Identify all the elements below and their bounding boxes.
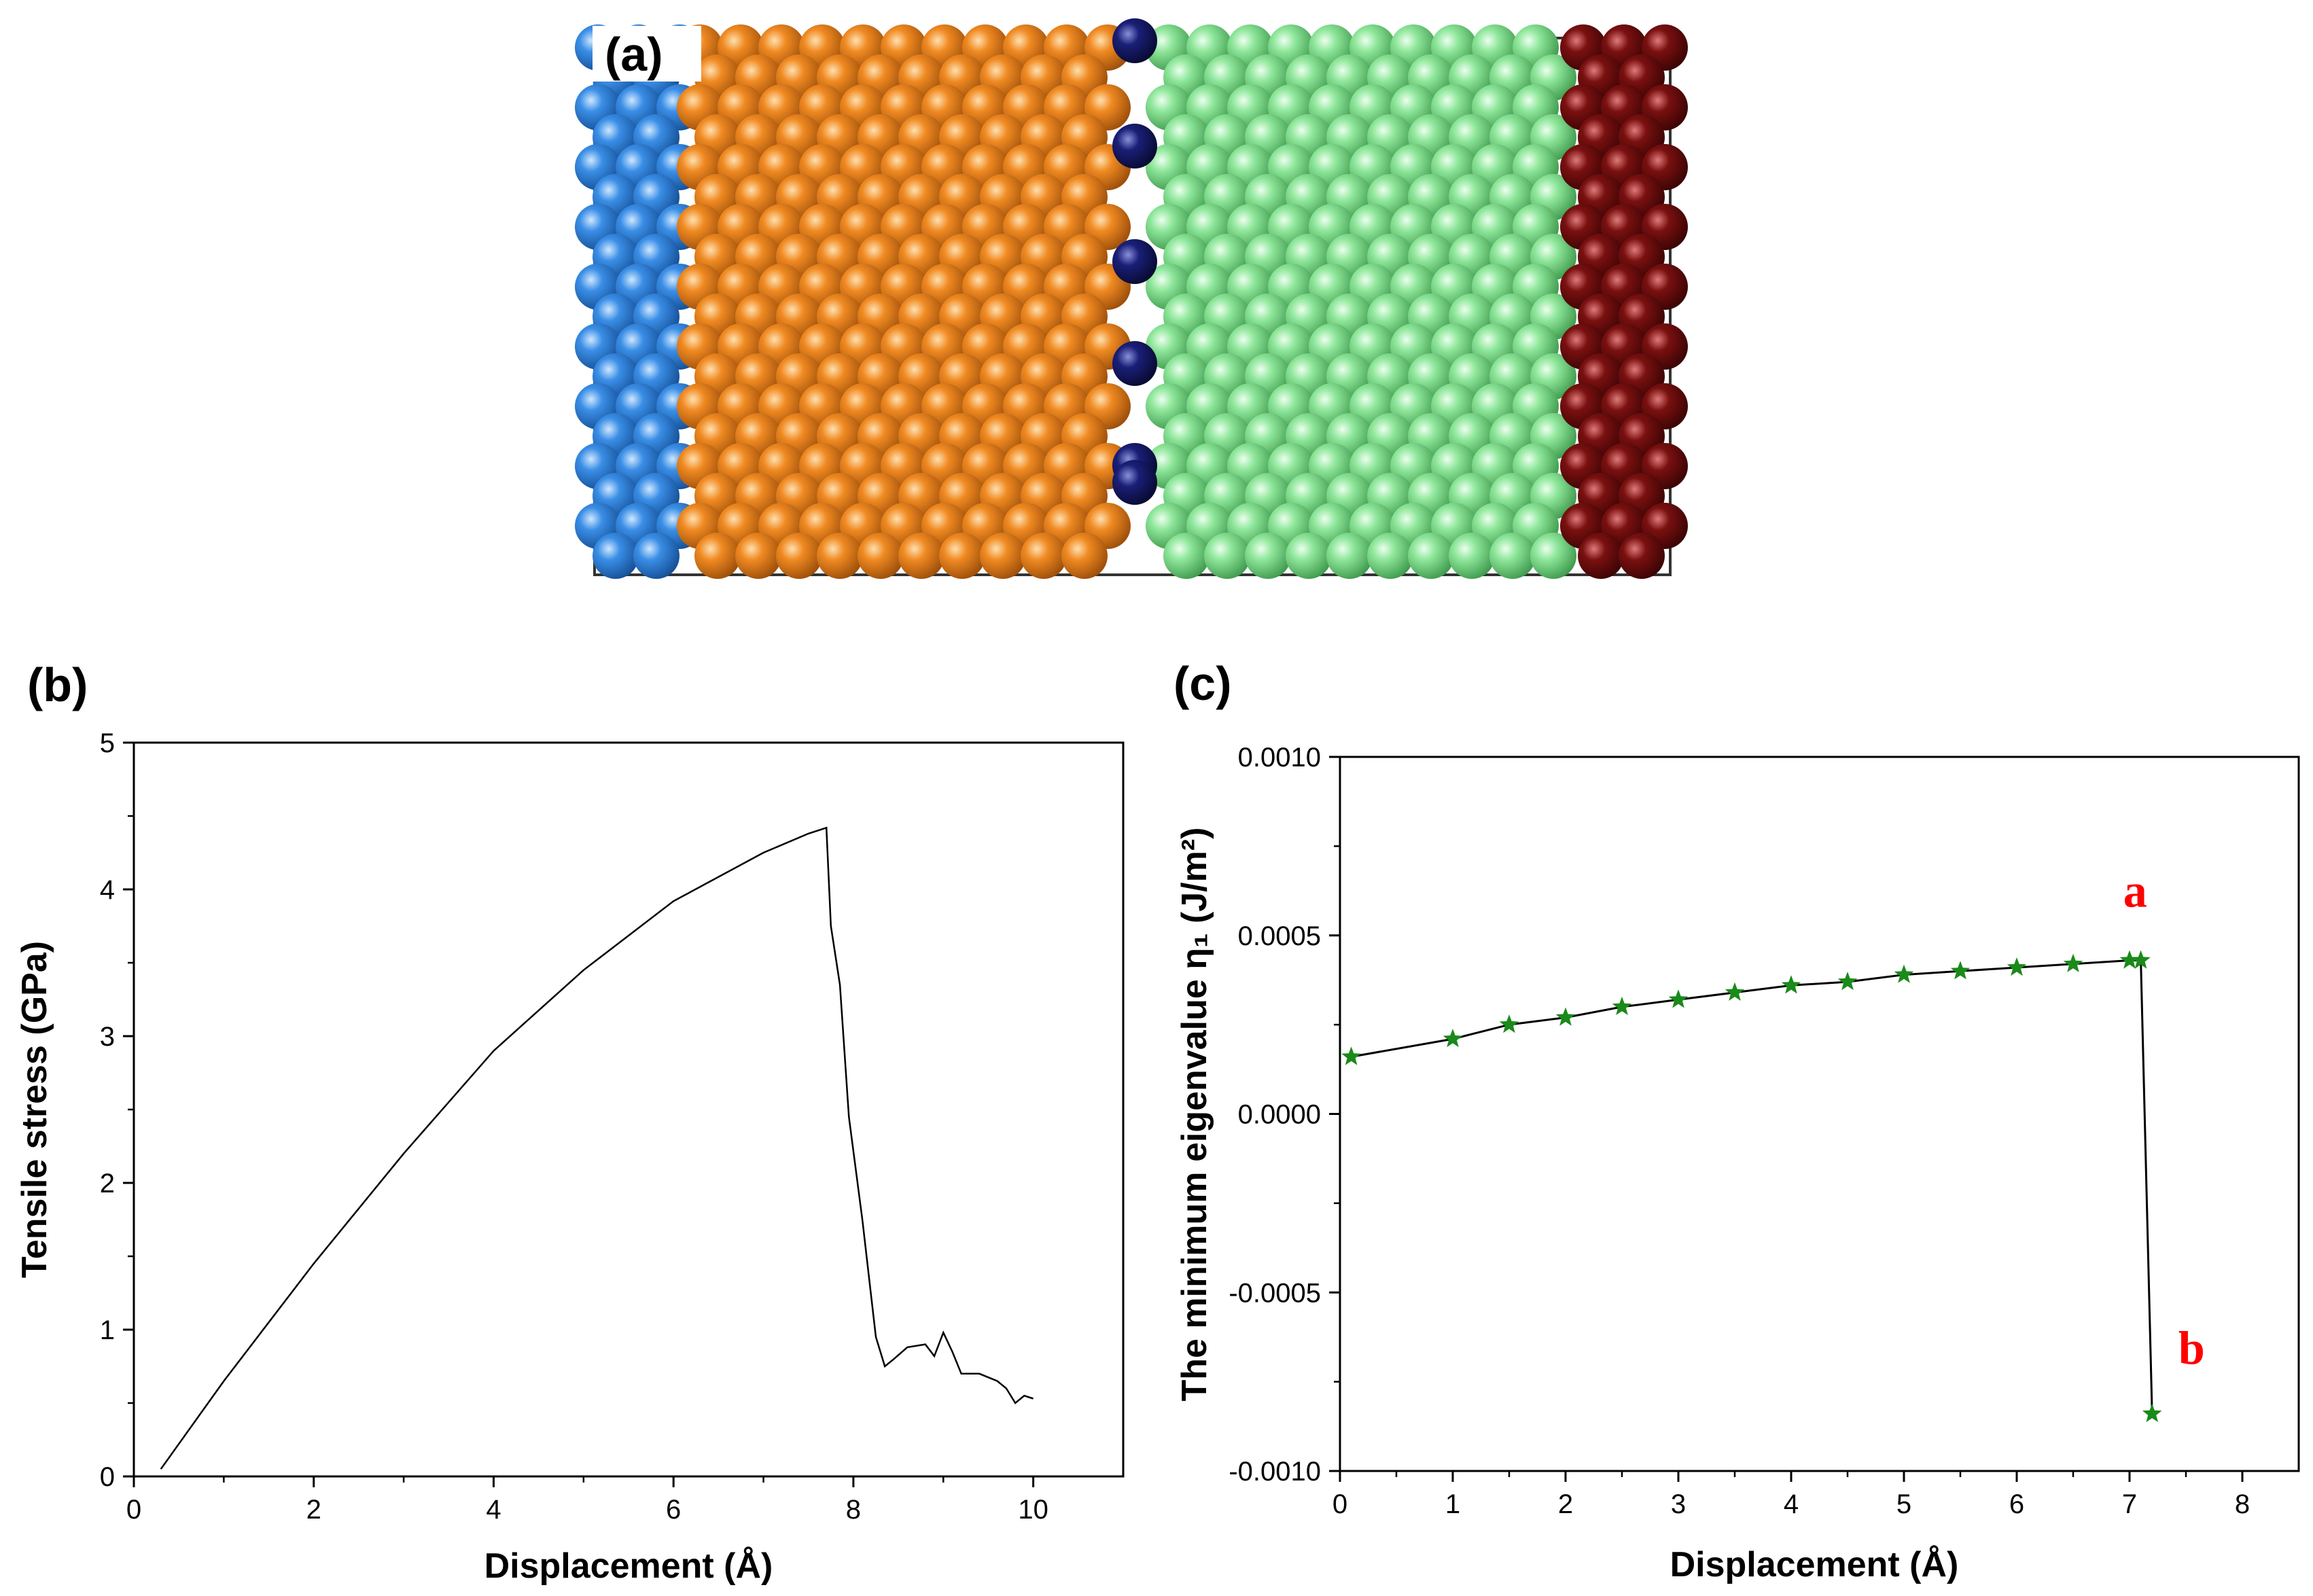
orange-atom <box>694 533 741 579</box>
chart-c-y-axis: -0.0010 -0.0005 0.0000 0.0005 0.0010 <box>1229 743 1340 1487</box>
chart-c-annotations: ab <box>2123 866 2205 1375</box>
x-tick-label: 7 <box>2122 1489 2137 1519</box>
green-atom <box>1530 533 1576 579</box>
data-point-star <box>1443 1029 1463 1048</box>
y-tick-label: 0.0010 <box>1238 743 1321 773</box>
x-tick-label: 3 <box>1671 1489 1686 1519</box>
green-atom <box>1449 533 1495 579</box>
chart-c-markers <box>1341 950 2162 1423</box>
chart-c-x-axis-title: Displacement (Å) <box>1670 1545 1959 1584</box>
x-tick-label: 0 <box>1332 1489 1347 1519</box>
blue-atom <box>633 533 679 579</box>
orange-atom <box>858 533 904 579</box>
chart-b-y-axis-title: Tensile stress (GPa) <box>15 941 54 1278</box>
chart-b-x-axis-title: Displacement (Å) <box>484 1546 773 1586</box>
data-point-star <box>2131 950 2151 969</box>
x-tick-label: 2 <box>1558 1489 1573 1519</box>
data-point-star <box>2007 957 2027 976</box>
green-atom <box>1489 533 1536 579</box>
blue-atom <box>593 533 639 579</box>
y-tick-label: 1 <box>100 1315 115 1345</box>
dark-blue-atom <box>1112 124 1157 169</box>
panel-a-label-bg <box>593 26 701 82</box>
data-point-star <box>2142 1403 2162 1423</box>
dark-blue-atom <box>1112 460 1157 505</box>
x-tick-label: 5 <box>1896 1489 1911 1519</box>
y-tick-label: 0.0000 <box>1238 1100 1321 1130</box>
data-point-star <box>1668 989 1689 1008</box>
x-tick-label: 4 <box>486 1495 501 1525</box>
data-point-star <box>1781 975 1801 994</box>
dark-blue-atom <box>1112 239 1157 284</box>
green-atom <box>1408 533 1454 579</box>
y-tick-label: 0 <box>100 1462 115 1492</box>
chart-c-series-line <box>1351 959 2153 1414</box>
chart-b-series-line <box>160 826 1034 1470</box>
green-atom <box>1163 533 1210 579</box>
data-point-star <box>2119 950 2140 969</box>
orange-atom <box>980 533 1026 579</box>
dark-blue-atom <box>1112 18 1157 63</box>
data-point-star <box>1341 1046 1361 1065</box>
x-tick-label: 1 <box>1445 1489 1460 1519</box>
panel-a: (a) <box>575 18 1688 579</box>
x-tick-label: 8 <box>846 1495 861 1525</box>
y-tick-label: 5 <box>100 728 115 758</box>
annotation-b: b <box>2178 1322 2205 1375</box>
green-atom <box>1326 533 1373 579</box>
panel-c-label: (c) <box>1173 657 1232 710</box>
panel-c: (c) 0 1 2 3 4 5 6 7 8 -0.0010 -0.0005 0.0000 0.0005… <box>1173 657 2300 1584</box>
chart-b-y-axis: 0 1 2 3 4 5 <box>100 728 134 1492</box>
panel-a-label: (a) <box>605 28 663 81</box>
panel-b: (b) 0 2 4 6 8 10 0 1 2 3 4 5 Displacement (Å) Tens… <box>15 658 1125 1586</box>
y-tick-label: -0.0010 <box>1229 1457 1321 1487</box>
data-point-star <box>1950 961 1971 980</box>
dark-red-atom <box>1578 533 1624 579</box>
chart-c-y-axis-title: The minimum eigenvalue η₁ (J/m²) <box>1175 828 1214 1402</box>
x-tick-label: 10 <box>1018 1495 1048 1525</box>
y-tick-label: 3 <box>100 1022 115 1052</box>
green-atom <box>1367 533 1413 579</box>
x-tick-label: 8 <box>2235 1489 2250 1519</box>
chart-c-frame <box>1339 756 2300 1472</box>
x-tick-label: 6 <box>2009 1489 2024 1519</box>
green-atom <box>1204 533 1250 579</box>
y-tick-label: 0.0005 <box>1238 921 1321 951</box>
y-tick-label: 2 <box>100 1169 115 1199</box>
orange-atom <box>939 533 985 579</box>
data-point-star <box>1894 964 1914 983</box>
data-point-star <box>1555 1007 1576 1026</box>
x-tick-label: 4 <box>1784 1489 1799 1519</box>
x-tick-label: 0 <box>126 1495 141 1525</box>
annotation-a: a <box>2123 866 2147 918</box>
data-point-star <box>1499 1014 1519 1033</box>
green-atom <box>1245 533 1291 579</box>
atom-layers <box>575 18 1688 579</box>
data-point-star <box>1837 972 1858 991</box>
panel-b-label: (b) <box>27 658 88 711</box>
x-tick-label: 6 <box>666 1495 681 1525</box>
chart-b-x-axis: 0 2 4 6 8 10 <box>126 1476 1048 1525</box>
y-tick-label: 4 <box>100 875 115 905</box>
dark-red-atom <box>1619 533 1665 579</box>
orange-atom <box>1061 533 1108 579</box>
green-atom <box>1286 533 1332 579</box>
data-point-star <box>1612 996 1632 1015</box>
orange-atom <box>1021 533 1067 579</box>
orange-atom <box>817 533 863 579</box>
orange-atom <box>776 533 822 579</box>
y-tick-label: -0.0005 <box>1229 1278 1321 1308</box>
chart-b-frame <box>133 741 1125 1478</box>
data-point-star <box>1725 982 1745 1001</box>
data-point-star <box>2063 953 2083 972</box>
orange-atom <box>898 533 944 579</box>
x-tick-label: 2 <box>306 1495 321 1525</box>
dark-blue-atom <box>1112 341 1157 386</box>
orange-atom <box>735 533 781 579</box>
chart-c-x-axis: 0 1 2 3 4 5 6 7 8 <box>1332 1471 2250 1519</box>
